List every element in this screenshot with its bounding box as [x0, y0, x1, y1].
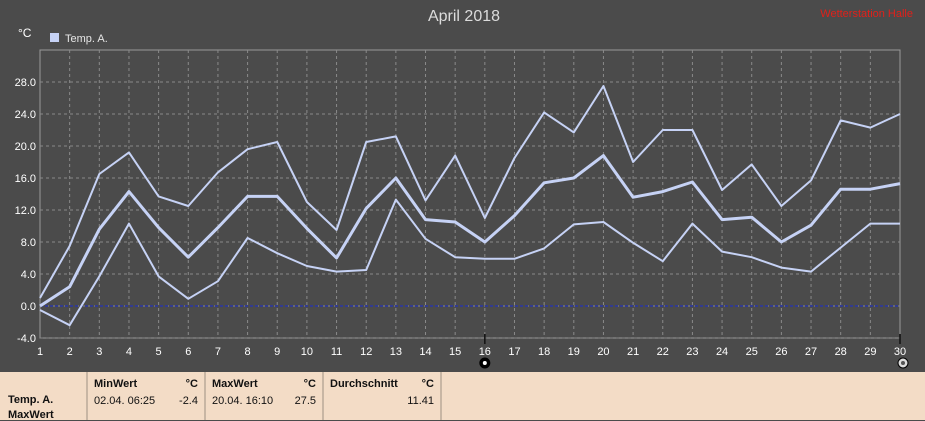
y-tick-label: 12.0 — [15, 205, 36, 217]
x-tick-label: 3 — [96, 346, 102, 358]
x-tick-label: 17 — [508, 346, 520, 358]
y-tick-label: 4.0 — [21, 269, 36, 281]
x-tick-label: 24 — [716, 346, 728, 358]
x-tick-label: 6 — [185, 346, 191, 358]
x-tick-label: 11 — [331, 346, 342, 358]
plot-area — [39, 49, 901, 339]
max-time: 20.04. 16:10 — [212, 395, 274, 407]
min-cell: MinWert °C 02.04. 06:25 -2.4 — [88, 372, 206, 420]
legend-swatch — [50, 33, 59, 42]
temperature-chart: April 2018 Wetterstation Halle °C Temp. … — [15, 8, 913, 369]
min-header: MinWert — [94, 378, 138, 390]
max-value: 27.5 — [294, 395, 316, 407]
x-tick-label: 16 — [479, 346, 491, 358]
x-tick-label: 13 — [390, 346, 402, 358]
y-tick-label: 0.0 — [21, 301, 36, 313]
x-tick-label: 18 — [538, 346, 550, 358]
y-tick-label: 28.0 — [15, 77, 36, 89]
series-line-min — [39, 198, 900, 327]
grid — [40, 50, 900, 339]
x-tick-label: 19 — [568, 346, 580, 358]
x-tick-label: 7 — [215, 346, 221, 358]
x-tick-label: 21 — [627, 346, 639, 358]
x-tick-label: 26 — [775, 346, 787, 358]
x-tick-label: 20 — [597, 346, 609, 358]
x-marker-dot-inner — [482, 361, 487, 365]
x-tick-label: 28 — [835, 346, 847, 358]
avg-value: 11.41 — [407, 395, 434, 407]
y-axis-unit: °C — [18, 26, 32, 40]
series-lines — [39, 85, 901, 327]
x-tick-label: 1 — [37, 346, 43, 358]
series-label: Temp. A. — [8, 394, 54, 406]
y-tick-label: 8.0 — [21, 237, 36, 249]
x-tick-label: 30 — [894, 346, 906, 358]
max-unit: °C — [303, 378, 316, 390]
max-header: MaxWert — [212, 378, 258, 390]
series-line-avg — [39, 154, 901, 308]
avg-header: Durchschnitt — [330, 378, 398, 390]
x-marker-dot-inner — [901, 361, 905, 365]
x-tick-label: 8 — [245, 346, 251, 358]
y-tick-label: 24.0 — [15, 109, 36, 121]
max-cell: MaxWert °C 20.04. 16:10 27.5 — [206, 372, 324, 420]
x-markers — [479, 334, 909, 369]
station-name: Wetterstation Halle — [820, 8, 913, 20]
x-tick-label: 5 — [156, 346, 162, 358]
y-tick-label: 16.0 — [15, 173, 36, 185]
avg-unit: °C — [421, 378, 434, 390]
x-tick-label: 29 — [864, 346, 876, 358]
y-tick-label: 20.0 — [15, 141, 36, 153]
x-tick-label: 9 — [274, 346, 280, 358]
series-cell: Temp. A. MaxWert — [0, 372, 88, 421]
min-value: -2.4 — [179, 395, 198, 407]
x-tick-label: 4 — [126, 346, 132, 358]
legend-label: Temp. A. — [65, 33, 108, 45]
y-axis: 28.0 24.0 20.0 16.0 12.0 8.0 4.0 0.0 -4.0 — [15, 77, 36, 345]
chart-title: April 2018 — [428, 8, 500, 25]
x-tick-label: 25 — [746, 346, 758, 358]
x-tick-label: 10 — [301, 346, 313, 358]
min-unit: °C — [185, 378, 198, 390]
x-axis: 1 2 3 4 5 6 7 8 9 10 11 12 13 14 15 16 17 18 19 20 21 22 23 24 2… — [37, 346, 906, 358]
x-tick-label: 14 — [419, 346, 431, 358]
x-tick-label: 22 — [657, 346, 669, 358]
y-tick-label: -4.0 — [17, 333, 36, 345]
series-line-max — [39, 85, 901, 299]
stats-panel: Temp. A. MaxWert MinWert °C 02.04. 06:25… — [0, 372, 925, 421]
x-tick-label: 2 — [67, 346, 73, 358]
x-tick-label: 15 — [449, 346, 461, 358]
x-tick-label: 12 — [360, 346, 372, 358]
series-sub-label: MaxWert — [8, 409, 54, 421]
avg-cell: Durchschnitt °C 11.41 — [324, 372, 442, 420]
x-tick-label: 27 — [805, 346, 817, 358]
x-tick-label: 23 — [686, 346, 698, 358]
min-time: 02.04. 06:25 — [94, 395, 156, 407]
